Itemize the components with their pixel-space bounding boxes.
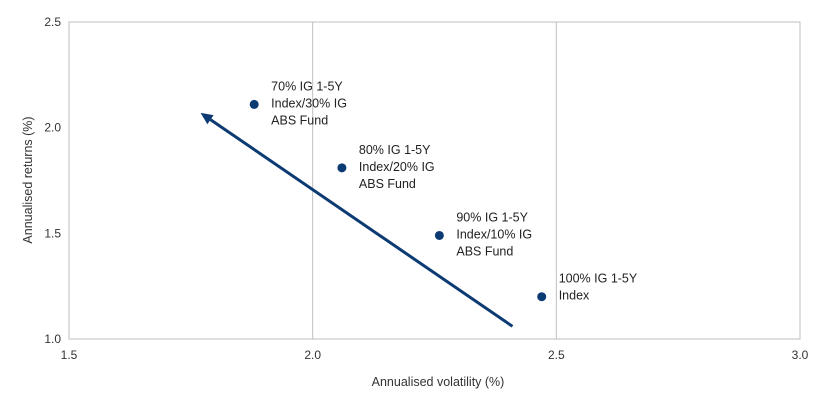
y-tick-label: 1.0 [44, 332, 61, 346]
x-tick-label: 2.5 [548, 348, 565, 362]
trend-arrow-shaft [209, 118, 514, 328]
data-point [337, 163, 347, 173]
data-point [434, 230, 444, 240]
arrow-layer [200, 112, 514, 328]
point-label: 100% IG 1-5Y Index [559, 272, 638, 303]
data-point [249, 99, 259, 109]
x-axis-title: Annualised volatility (%) [372, 375, 505, 389]
x-tick-label: 3.0 [792, 348, 809, 362]
x-tick-label: 2.0 [304, 348, 321, 362]
point-layer [249, 99, 547, 302]
trend-arrow-head [200, 112, 214, 125]
data-point [537, 292, 547, 302]
x-tick-label: 1.5 [61, 348, 78, 362]
y-tick-label: 2.5 [44, 15, 61, 29]
tick-layer: 1.5 2.0 2.5 3.01.01.52.02.5 [44, 15, 808, 362]
point-label: 80% IG 1-5Y Index/20% IG ABS Fund [359, 143, 435, 191]
y-tick-label: 2.0 [44, 121, 61, 135]
plot-frame [68, 21, 801, 340]
y-tick-label: 1.5 [44, 226, 61, 240]
point-label: 70% IG 1-5Y Index/30% IG ABS Fund [271, 79, 347, 127]
point-label: 90% IG 1-5Y Index/10% IG ABS Fund [456, 210, 532, 258]
grid-layer [68, 21, 801, 340]
y-axis-title: Annualised returns (%) [21, 116, 35, 243]
